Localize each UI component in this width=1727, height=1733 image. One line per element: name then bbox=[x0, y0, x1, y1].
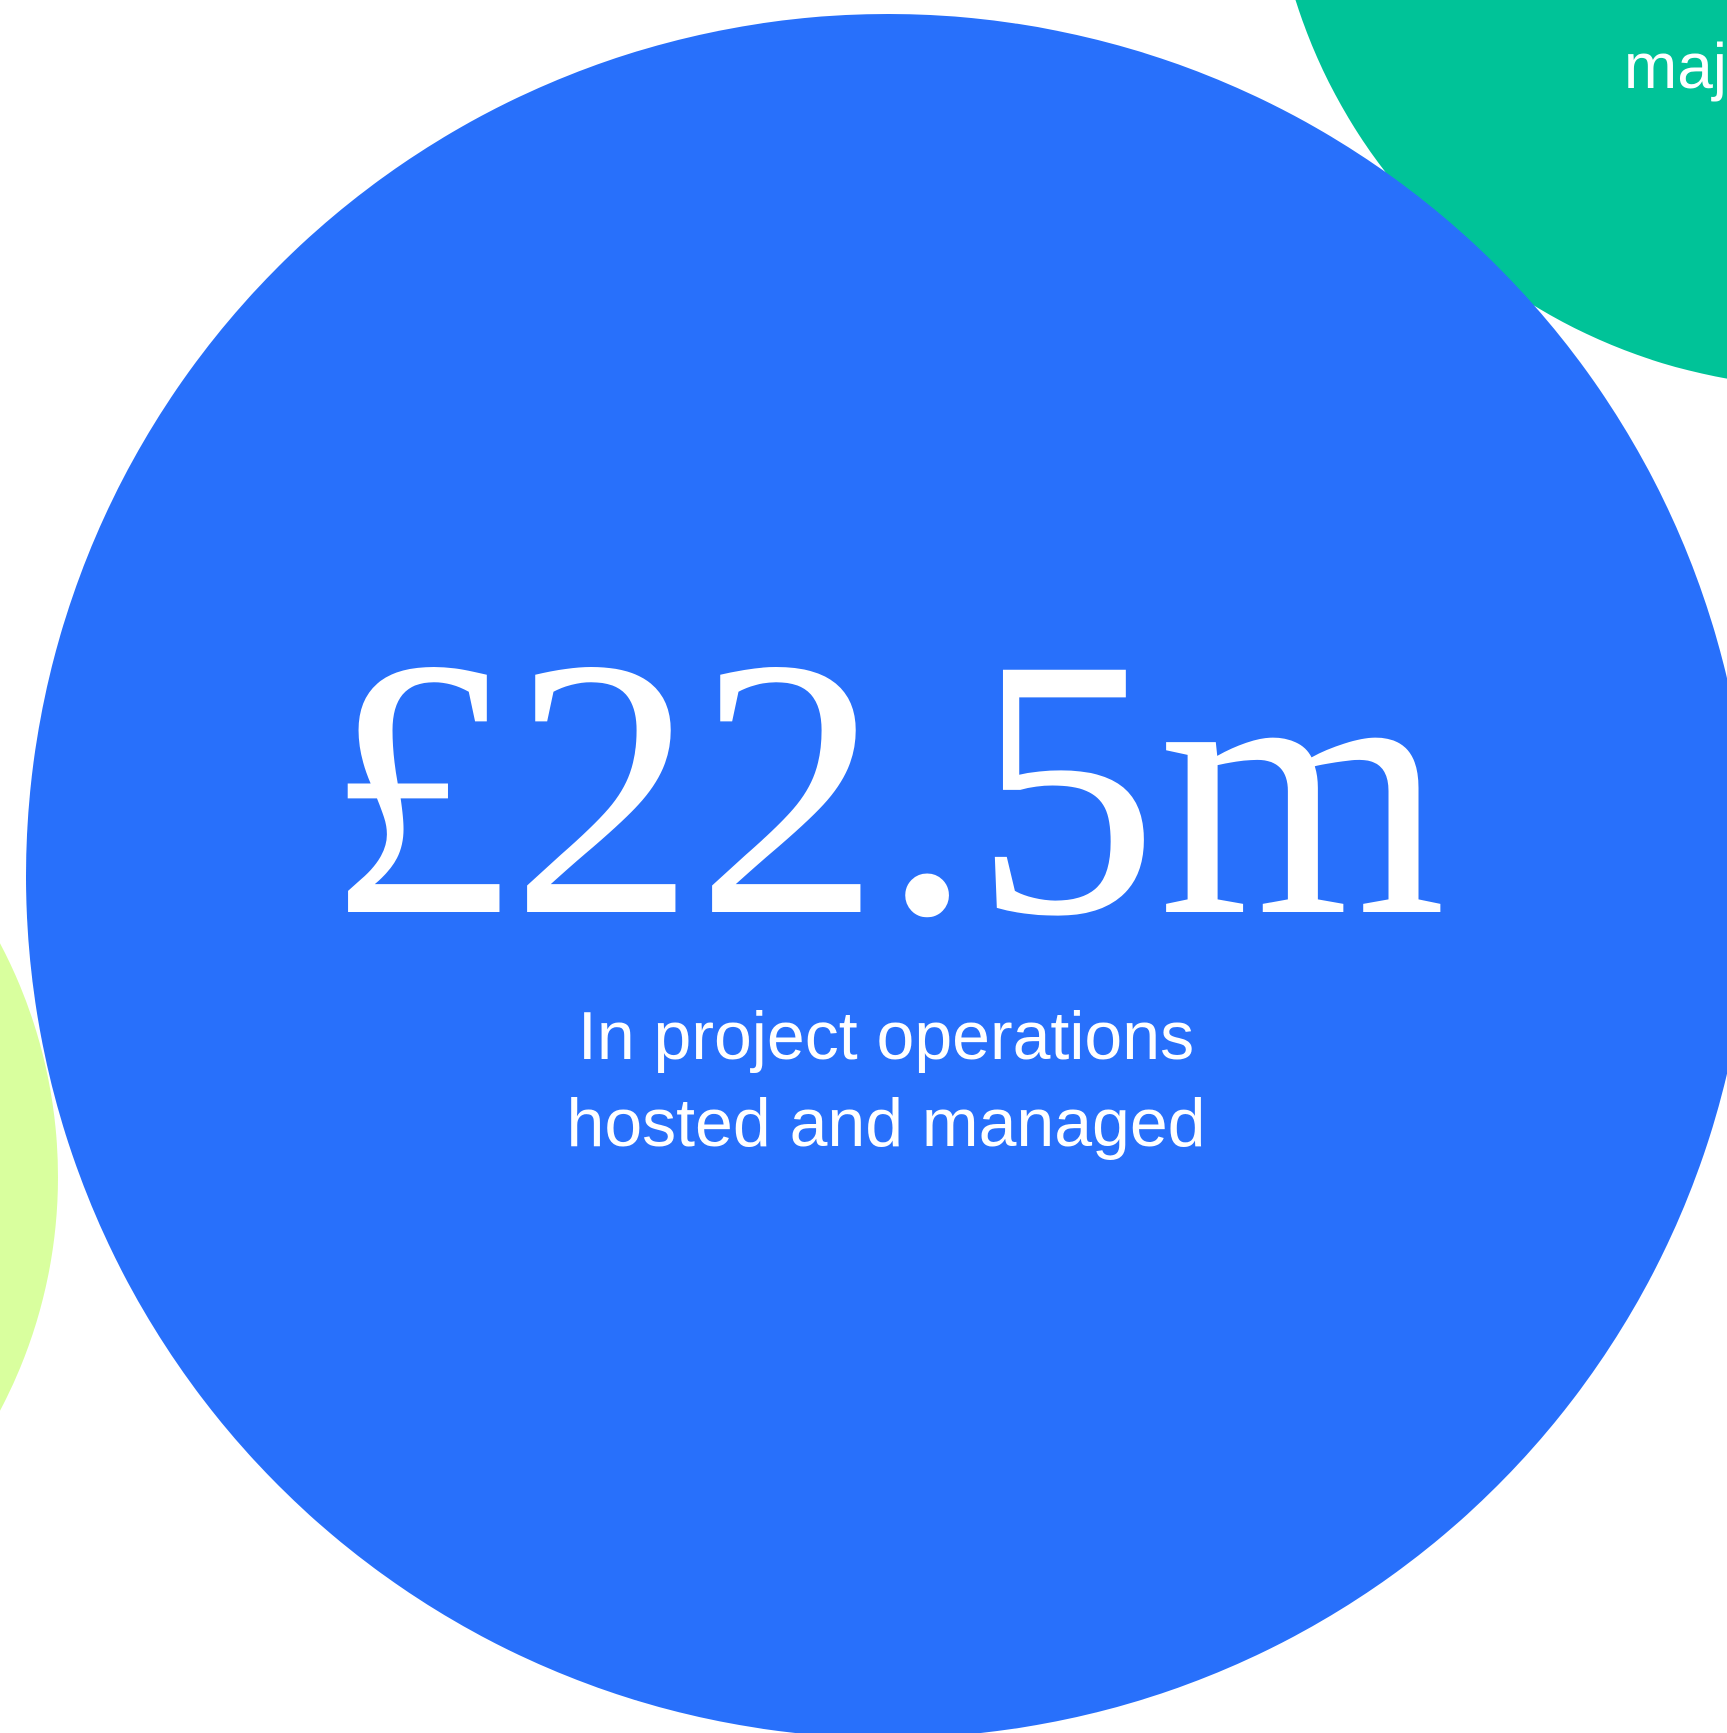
side-stat-line: with ove bbox=[1491, 0, 1727, 8]
side-stat-line: maj bbox=[1624, 30, 1727, 102]
lime-circle bbox=[0, 943, 58, 1411]
green-circle bbox=[1295, 0, 1727, 379]
blue-circle bbox=[26, 14, 1727, 1733]
stat-description: hosted and managed bbox=[567, 1085, 1206, 1161]
stat-description: In project operations bbox=[578, 998, 1194, 1074]
stat-value: £22.5m bbox=[326, 583, 1446, 993]
